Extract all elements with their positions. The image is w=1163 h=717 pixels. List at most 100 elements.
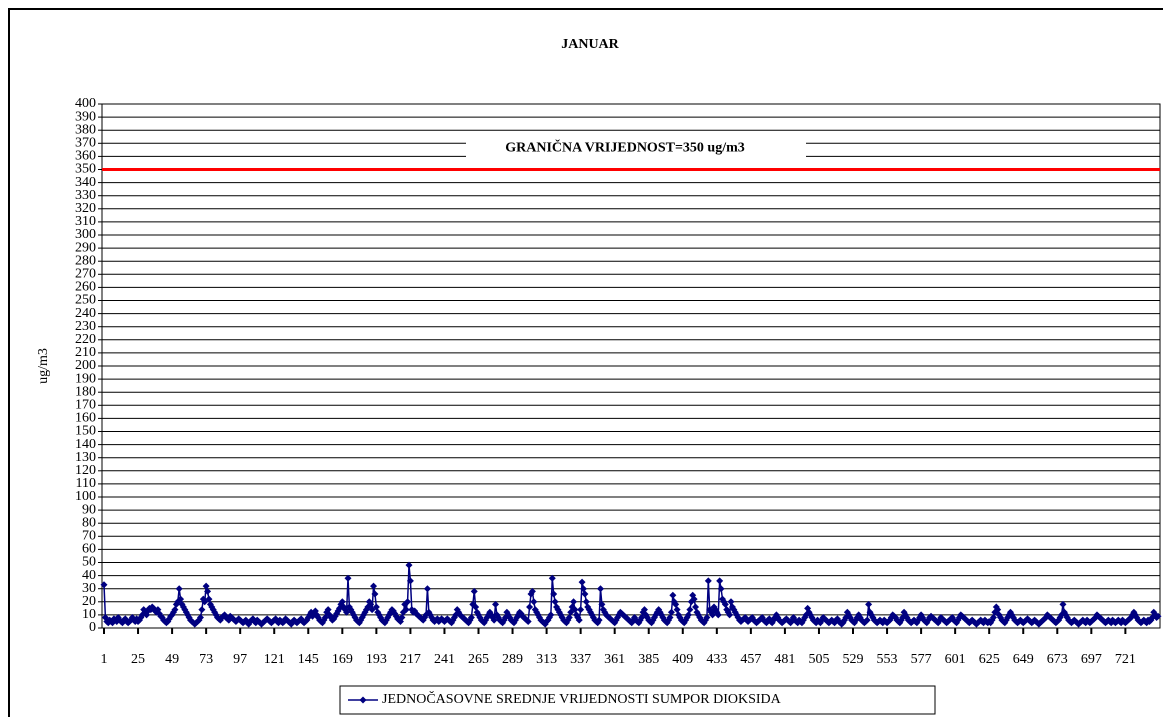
data-point: [551, 598, 559, 606]
y-tick-label: 60: [82, 542, 96, 557]
x-tick-label: 97: [233, 652, 247, 667]
data-point: [577, 606, 585, 614]
data-point: [205, 595, 213, 603]
y-tick-label: 300: [75, 227, 96, 242]
legend-box: [339, 685, 936, 715]
data-point: [692, 603, 700, 611]
data-point: [703, 614, 711, 622]
x-tick-label: 169: [332, 652, 353, 667]
y-tick-label: 80: [82, 515, 96, 530]
data-point: [579, 585, 587, 593]
y-tick-label: 340: [75, 175, 96, 190]
x-tick-label: 409: [672, 652, 693, 667]
y-tick-label: 360: [75, 149, 96, 164]
data-point: [684, 611, 692, 619]
y-tick-label: 190: [75, 371, 96, 386]
data-point: [177, 595, 185, 603]
data-point: [372, 603, 380, 611]
legend-label: JEDNOČASOVNE SREDNJE VRIJEDNOSTI SUMPOR …: [382, 690, 782, 707]
data-point: [570, 598, 578, 606]
data-point: [550, 590, 558, 598]
data-point: [526, 603, 534, 611]
data-point: [324, 606, 332, 614]
data-point: [423, 585, 431, 593]
data-point: [575, 616, 583, 624]
y-tick-label: 120: [75, 463, 96, 478]
y-tick-label: 290: [75, 240, 96, 255]
x-tick-label: 577: [911, 652, 932, 667]
data-point: [1154, 612, 1162, 620]
y-tick-label: 270: [75, 267, 96, 282]
y-tick-label: 70: [82, 529, 96, 544]
data-point: [547, 611, 555, 619]
data-point: [726, 611, 734, 619]
data-point: [578, 578, 586, 586]
y-tick-label: 180: [75, 384, 96, 399]
y-tick-label: 210: [75, 345, 96, 360]
data-point: [196, 614, 204, 622]
y-tick-label: 240: [75, 306, 96, 321]
x-tick-label: 337: [570, 652, 591, 667]
x-tick-label: 25: [131, 652, 145, 667]
y-tick-label: 40: [82, 568, 96, 583]
data-point: [175, 585, 183, 593]
data-point: [371, 590, 379, 598]
y-tick-label: 330: [75, 188, 96, 203]
y-tick-label: 30: [82, 581, 96, 596]
data-point: [398, 614, 406, 622]
x-tick-label: 1: [101, 652, 108, 667]
y-tick-label: 170: [75, 398, 96, 413]
y-tick-label: 200: [75, 358, 96, 373]
data-point: [370, 582, 378, 590]
data-point: [865, 600, 873, 608]
data-point: [367, 600, 375, 608]
data-point: [204, 587, 212, 595]
data-point: [338, 598, 346, 606]
y-tick-label: 150: [75, 424, 96, 439]
x-tick-label: 73: [199, 652, 213, 667]
data-point: [673, 606, 681, 614]
data-point: [202, 582, 210, 590]
data-point: [597, 585, 605, 593]
data-point: [598, 600, 606, 608]
legend-marker: [359, 696, 367, 704]
y-tick-label: 260: [75, 280, 96, 295]
y-tick-label: 380: [75, 122, 96, 137]
data-point: [530, 598, 538, 606]
y-tick-label: 230: [75, 319, 96, 334]
data-point: [721, 600, 729, 608]
x-tick-label: 721: [1115, 652, 1136, 667]
y-tick-label: 100: [75, 489, 96, 504]
y-tick-label: 50: [82, 555, 96, 570]
limit-label: GRANIČNA VRIJEDNOST=350 ug/m3: [505, 139, 745, 156]
x-tick-label: 289: [502, 652, 523, 667]
y-tick-label: 0: [89, 620, 96, 635]
limit-label-bg: [466, 138, 806, 159]
y-tick-label: 160: [75, 411, 96, 426]
data-point: [1059, 600, 1067, 608]
x-tick-label: 529: [843, 652, 864, 667]
data-point: [467, 614, 475, 622]
data-point: [717, 585, 725, 593]
y-tick-label: 350: [75, 162, 96, 177]
x-tick-label: 553: [877, 652, 898, 667]
x-tick-label: 505: [808, 652, 829, 667]
data-point: [672, 600, 680, 608]
data-point: [100, 581, 108, 589]
y-tick-label: 10: [82, 607, 96, 622]
data-point: [640, 606, 648, 614]
data-point: [565, 614, 573, 622]
y-tick-label: 90: [82, 502, 96, 517]
x-tick-label: 265: [468, 652, 489, 667]
x-tick-label: 361: [604, 652, 625, 667]
x-tick-label: 625: [979, 652, 1000, 667]
y-tick-label: 20: [82, 594, 96, 609]
x-tick-label: 49: [165, 652, 179, 667]
data-point: [666, 614, 674, 622]
x-tick-label: 649: [1013, 652, 1034, 667]
x-tick-label: 481: [774, 652, 795, 667]
data-point: [863, 616, 871, 624]
y-tick-label: 370: [75, 136, 96, 151]
data-point: [714, 611, 722, 619]
